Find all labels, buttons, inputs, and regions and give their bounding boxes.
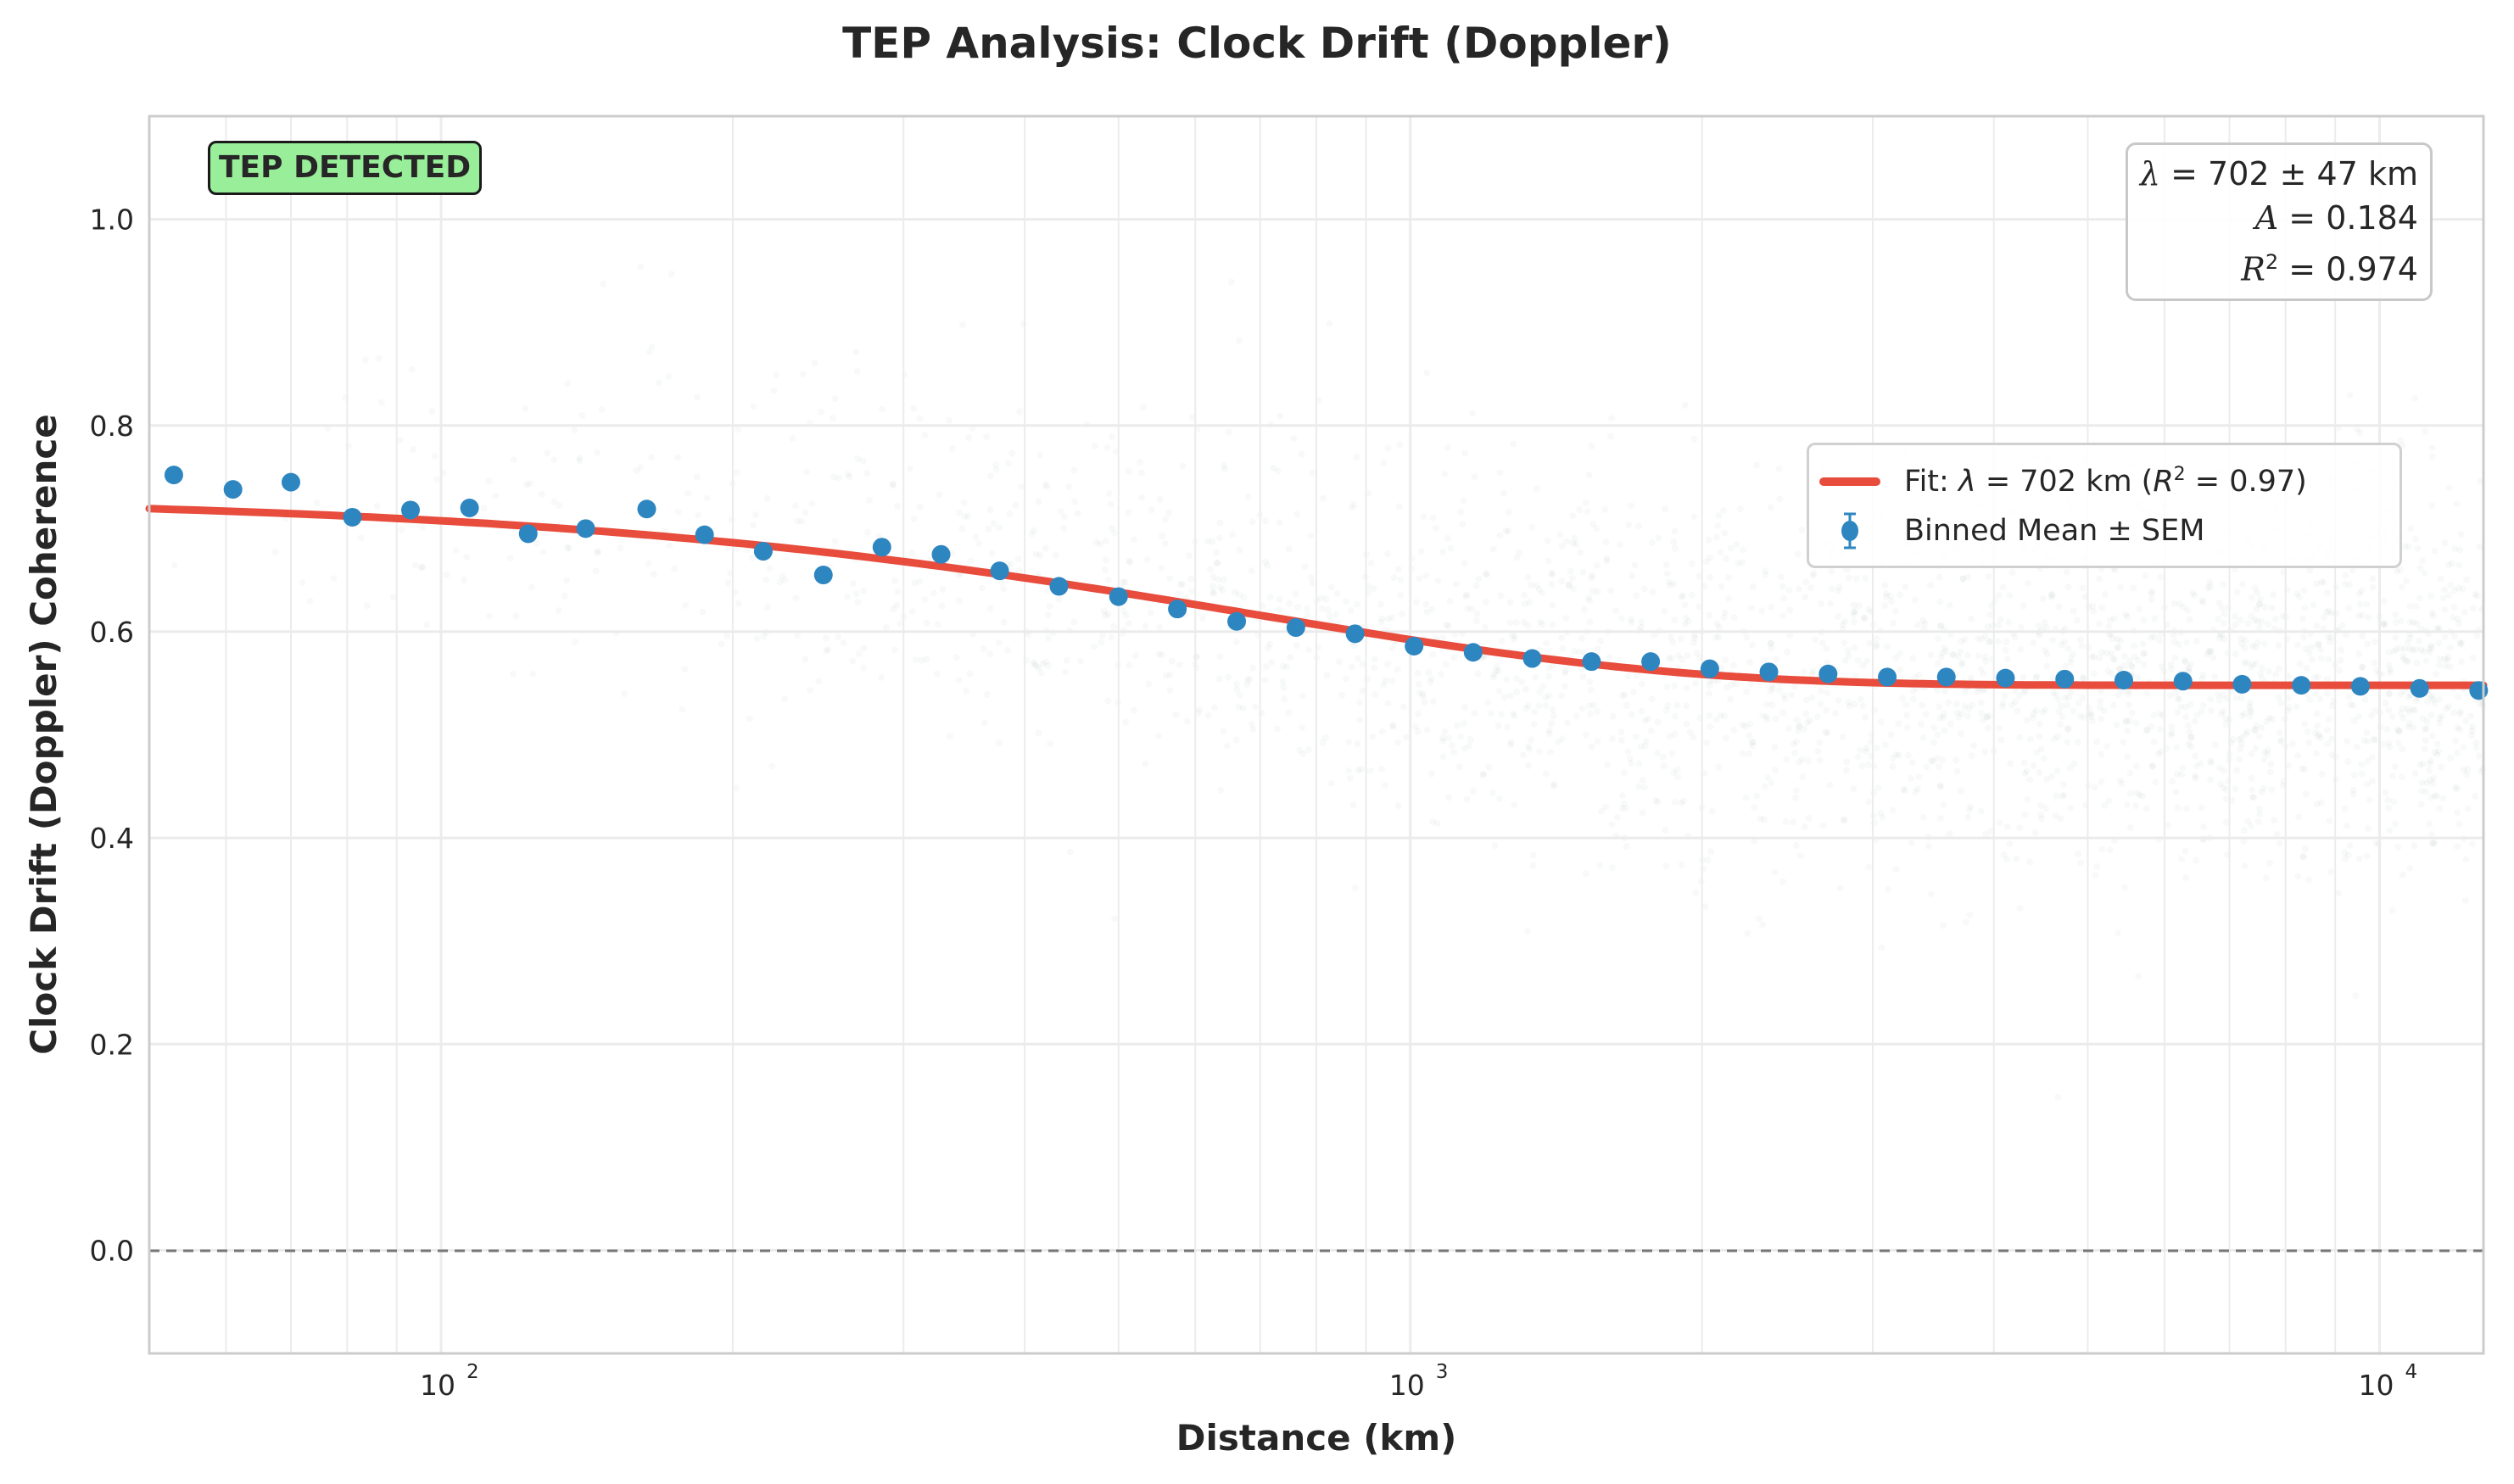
y-tick-label: 0.4 <box>90 822 134 855</box>
data-point <box>931 544 951 564</box>
x-tick-label: 10 <box>1389 1369 1425 1402</box>
legend-fit-lambda: λ <box>1958 465 1976 499</box>
chart-title: TEP Analysis: Clock Drift (Doppler) <box>842 19 1672 68</box>
data-point <box>281 472 300 492</box>
tep-detected-badge: TEP DETECTED <box>208 141 483 195</box>
lambda-value: = 702 ± 47 km <box>2160 155 2418 192</box>
data-point <box>518 524 538 544</box>
data-point <box>1405 636 1424 656</box>
x-tick-label: 10 <box>2358 1369 2394 1402</box>
data-point <box>1700 659 1719 678</box>
y-tick-label: 0.8 <box>90 410 134 443</box>
data-point <box>1878 667 1897 687</box>
y-axis-label: Clock Drift (Doppler) Coherence <box>23 414 64 1054</box>
data-point <box>2232 674 2252 694</box>
data-point <box>460 499 479 518</box>
r2-value: = 0.974 <box>2278 250 2418 288</box>
data-point <box>1227 611 1247 631</box>
fit-stats-box: λ = 702 ± 47 km A = 0.184 R2 = 0.974 <box>2125 142 2433 301</box>
y-tick-labels: 0.0 0.2 0.4 0.6 0.8 1.0 <box>90 204 134 1268</box>
legend-fit-sup: 2 <box>2173 464 2186 485</box>
legend-item-fit: Fit: λ = 702 km (R 2 = 0.97) <box>1809 460 2307 503</box>
data-point <box>1522 649 1542 668</box>
r2-superscript: 2 <box>2265 250 2279 274</box>
fit-line-swatch-icon <box>1819 477 1880 486</box>
data-point <box>400 500 420 520</box>
lambda-symbol: λ <box>2139 155 2161 192</box>
data-point <box>753 542 773 561</box>
data-point <box>164 466 183 485</box>
data-point <box>990 561 1009 581</box>
data-point <box>576 519 595 538</box>
legend-fit-end: = 0.97) <box>2185 465 2307 499</box>
r2-symbol: R <box>2241 250 2265 288</box>
data-point <box>2173 672 2193 691</box>
x-axis-label: Distance (km) <box>1176 1417 1457 1459</box>
legend-fit-mid: = 702 km ( <box>1975 465 2154 499</box>
data-point <box>1996 668 2015 688</box>
data-point <box>1345 624 1365 644</box>
legend: Fit: λ = 702 km (R 2 = 0.97) Binned Mean … <box>1807 443 2402 568</box>
data-point <box>343 507 362 527</box>
x-tick-exponent: 2 <box>466 1361 479 1383</box>
data-point <box>2114 671 2133 690</box>
binned-mean-points <box>164 466 2489 700</box>
data-point <box>1049 577 1069 596</box>
y-tick-label: 1.0 <box>90 204 134 237</box>
errorbar-marker-icon <box>1819 510 1880 551</box>
data-point <box>1818 664 1838 683</box>
data-point <box>1759 662 1779 682</box>
x-tick-exponent: 4 <box>2405 1361 2417 1383</box>
data-point <box>223 480 243 499</box>
legend-binned-label: Binned Mean ± SEM <box>1904 514 2205 548</box>
legend-item-binned: Binned Mean ± SEM <box>1809 510 2204 552</box>
data-point <box>1582 652 1601 672</box>
x-tick-label: 10 <box>420 1369 455 1402</box>
grid-lines <box>148 116 2483 1353</box>
x-tick-exponent: 3 <box>1436 1361 1449 1383</box>
data-point <box>695 525 714 544</box>
data-point <box>1286 618 1305 638</box>
stats-r2: R2 = 0.974 <box>2140 240 2418 292</box>
x-tick-labels: 10 2 10 3 10 4 <box>420 1361 2417 1402</box>
y-tick-label: 0.6 <box>90 616 134 649</box>
legend-fit-prefix: Fit: <box>1904 465 1949 499</box>
data-point <box>2350 677 2370 696</box>
amplitude-value: = 0.184 <box>2278 199 2418 237</box>
data-point <box>2292 676 2311 695</box>
data-point <box>1936 667 1956 687</box>
y-tick-label: 0.0 <box>90 1234 134 1267</box>
stats-amplitude: A = 0.184 <box>2140 196 2418 240</box>
data-point <box>1463 643 1483 662</box>
plot-frame <box>148 114 2485 1355</box>
data-point <box>2410 678 2429 698</box>
data-point <box>1641 652 1661 672</box>
data-point <box>1109 587 1128 606</box>
legend-fit-r: R <box>2153 465 2174 499</box>
data-point <box>637 499 656 519</box>
amplitude-symbol: A <box>2254 199 2279 237</box>
data-point <box>2055 669 2075 689</box>
fit-curve <box>145 505 2488 689</box>
data-point <box>813 566 833 585</box>
data-point <box>2469 681 2489 700</box>
data-point <box>872 538 891 557</box>
y-tick-label: 0.2 <box>90 1028 134 1061</box>
data-point <box>1168 600 1187 619</box>
stats-lambda: λ = 702 ± 47 km <box>2140 152 2418 196</box>
